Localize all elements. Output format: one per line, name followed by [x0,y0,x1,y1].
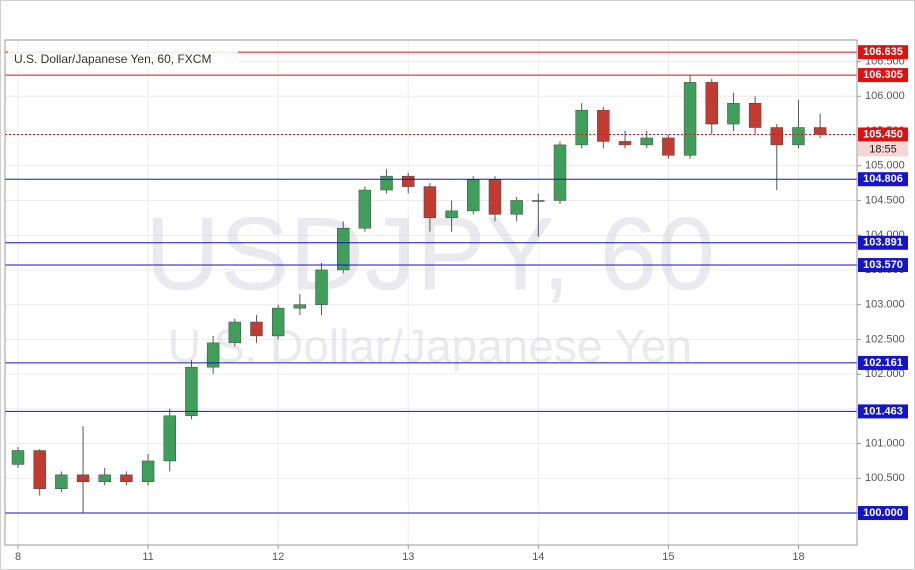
y-tick-label: 104.500 [865,194,905,206]
level-label-bg [858,506,908,521]
level-label-bg [858,68,908,83]
candle-body [185,366,198,417]
x-tick-label: 8 [15,551,21,563]
level-label-bg [858,258,908,273]
level-label-bg [858,45,908,60]
candle-body [402,175,415,187]
x-tick-label: 13 [402,551,414,563]
level-label: 103.891 [863,237,903,249]
level-label: 102.161 [863,357,903,369]
countdown-bg [858,142,908,157]
candle-body [727,102,740,125]
y-tick-label: 102.000 [865,368,905,380]
candle-body [445,210,458,219]
candle-body [488,179,502,215]
chart-title: U.S. Dollar/Japanese Yen, 60, FXCM [14,52,211,66]
y-tick-label: 102.500 [865,333,905,345]
level-label: 101.463 [863,405,903,417]
candle-body [141,460,155,483]
candle-body [640,137,653,146]
candle-body [683,82,697,156]
candle-body [575,109,588,146]
candle-body [250,321,263,337]
x-tick-label: 12 [272,551,284,563]
candle-body [813,127,827,135]
x-tick-label: 14 [532,551,544,563]
y-tick-label: 106.000 [865,90,905,102]
candle-body [315,269,328,305]
y-tick-label: 103.000 [865,299,905,311]
last-price-bg [858,127,908,142]
candle-body [206,342,220,368]
candle-body [98,474,111,483]
level-label: 100.000 [863,507,903,519]
candle-body [228,321,242,344]
level-label-bg [858,355,908,370]
candle-body [33,450,46,489]
candle-body [510,200,523,215]
candle-body [163,415,176,462]
candle-body [662,137,675,156]
candle-body [358,189,372,229]
candle-body [120,474,133,483]
level-label: 103.570 [863,259,903,271]
candle-body [11,450,25,465]
candle-body [55,474,68,489]
candle-body [748,102,762,128]
level-label-bg [858,235,908,250]
x-tick-label: 11 [142,551,153,563]
candle-body [618,141,632,146]
candle-body [293,304,307,309]
candle-body [423,186,437,219]
candle-body [380,175,393,191]
level-label: 104.806 [863,173,903,185]
level-label-bg [858,404,908,419]
x-tick-label: 18 [792,551,804,563]
candle-body [553,144,567,201]
last-price-label: 105.450 [863,128,903,140]
level-label: 106.305 [863,69,903,81]
levels [5,51,857,514]
candle-body [770,127,783,146]
candles [11,75,827,514]
candle-body [532,200,545,202]
plot-border [4,39,858,546]
candle-body [336,227,350,271]
candle-body [705,82,718,125]
candle-body [271,307,285,337]
watermark-name: U.S. Dollar/Japanese Yen [168,320,692,372]
y-tick-label: 100.500 [865,472,905,484]
countdown: 18:55 [869,143,897,155]
level-label: 106.635 [863,46,903,58]
candle-body [76,474,90,483]
axis-labels: 100.000100.500101.000101.500102.000102.5… [15,45,908,563]
candle-body [597,109,610,142]
candle-body [467,179,480,212]
level-label-bg [858,172,908,187]
x-tick-label: 15 [662,551,674,563]
y-tick-label: 101.000 [865,437,905,449]
title-bg [8,51,238,69]
y-tick-label: 105.000 [865,160,905,172]
candle-body [792,127,805,146]
